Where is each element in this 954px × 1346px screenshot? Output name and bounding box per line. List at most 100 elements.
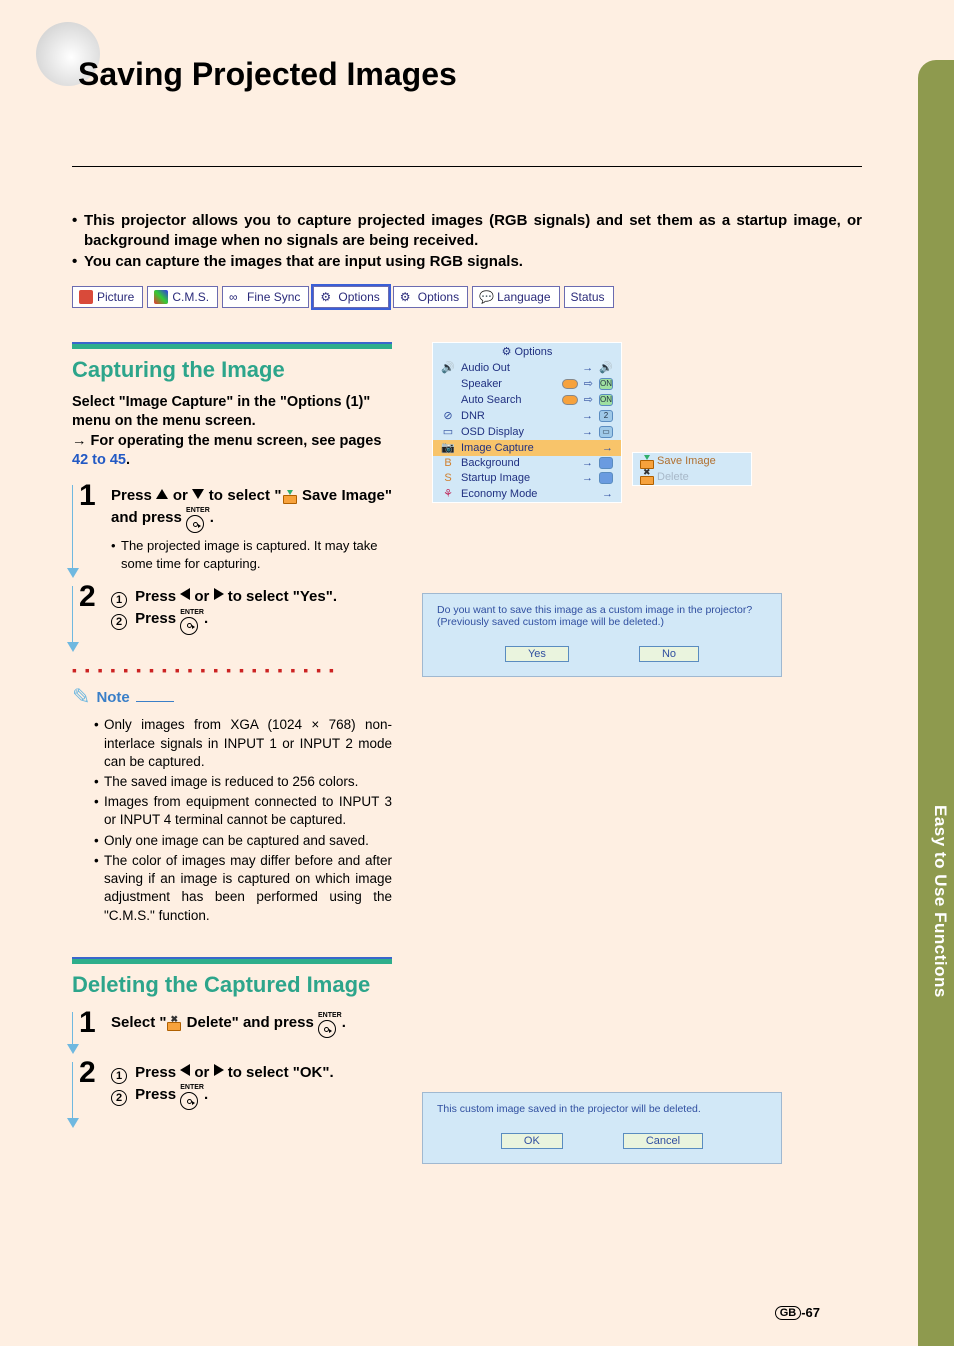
tab-options-1[interactable]: ⚙ Options <box>313 286 388 308</box>
t: to select "Yes". <box>224 588 337 605</box>
page-ref-link[interactable]: 42 to 45 <box>72 452 126 468</box>
opt-label: Startup Image <box>461 472 576 484</box>
t: or <box>168 487 192 504</box>
title-area: Saving Projected Images <box>72 40 830 110</box>
step-subtext: The projected image is captured. It may … <box>111 537 392 572</box>
opt-row-startup[interactable]: S Startup Image → <box>433 471 621 486</box>
t: to select " <box>204 487 281 504</box>
no-button[interactable]: No <box>639 646 699 662</box>
options-icon: ⚙ <box>320 290 334 304</box>
submenu-label: Delete <box>657 471 689 483</box>
save-confirm-dialog: Do you want to save this image as a cust… <box>422 593 782 677</box>
arrow-icon: → <box>582 472 593 484</box>
section-bar <box>72 957 392 964</box>
opt-label: Audio Out <box>461 362 576 374</box>
startup-icon: S <box>441 472 455 484</box>
lead-text: → For operating the menu screen, see pag… <box>72 433 381 449</box>
tab-label: Fine Sync <box>247 290 300 304</box>
bg-icon: B <box>441 457 455 469</box>
note-item: The color of images may differ before an… <box>94 852 392 925</box>
tab-status[interactable]: Status <box>564 286 614 308</box>
delete-step-1: 1 Select " Delete" and press ENTER. <box>72 1012 392 1048</box>
delete-step-2: 2 1 Press or to select "OK". 2 Press ENT… <box>72 1062 392 1122</box>
title-rule <box>72 166 862 167</box>
tab-label: Picture <box>97 290 134 304</box>
delete-confirm-dialog: This custom image saved in the projector… <box>422 1092 782 1164</box>
note-icon: ✎ <box>72 684 90 710</box>
opt-label: Image Capture <box>461 442 596 454</box>
submenu-delete[interactable]: Delete <box>633 469 751 485</box>
opt-label: Economy Mode <box>461 488 596 500</box>
arrow-icon: ⇨ <box>584 377 593 390</box>
arrow-icon: → <box>582 457 593 469</box>
page-number: GB-67 <box>775 1305 820 1320</box>
up-arrow-icon <box>156 489 168 499</box>
step-number: 1 <box>79 1006 96 1040</box>
page-index: -67 <box>801 1305 820 1320</box>
opt-label: Speaker <box>461 378 556 390</box>
step-number: 2 <box>79 580 96 614</box>
tab-language[interactable]: 💬Language <box>472 286 559 308</box>
t: Press <box>135 1086 180 1103</box>
right-column: ⚙ Options 🔊Audio Out→🔊 Speaker⇨ON Auto S… <box>422 342 792 1122</box>
dialog-text: Do you want to save this image as a cust… <box>437 604 767 616</box>
arrow-icon: → <box>602 442 613 454</box>
enter-button-icon: ENTER <box>180 1085 204 1110</box>
down-arrow-icon <box>192 489 204 499</box>
save-image-icon <box>640 455 652 467</box>
left-column: Capturing the Image Select "Image Captur… <box>72 342 392 1122</box>
enter-button-icon: ENTER <box>186 508 210 533</box>
t: Delete" and press <box>182 1014 318 1031</box>
step-1: 1 Press or to select " Save Image" and p… <box>72 485 392 572</box>
substep-1-icon: 1 <box>111 592 127 608</box>
opt-label: OSD Display <box>461 426 576 438</box>
lead-text: Select "Image Capture" in the "Options (… <box>72 394 370 430</box>
page-region: GB <box>775 1306 802 1320</box>
page: Saving Projected Images This projector a… <box>0 0 880 1346</box>
tab-label: Options <box>338 290 379 304</box>
opt-row-autosearch[interactable]: Auto Search⇨ON <box>433 392 621 408</box>
opt-row-image-capture[interactable]: 📷 Image Capture → <box>433 440 621 456</box>
cancel-button[interactable]: Cancel <box>623 1133 703 1149</box>
dash-separator: ▪ ▪ ▪ ▪ ▪ ▪ ▪ ▪ ▪ ▪ ▪ ▪ ▪ ▪ ▪ ▪ ▪ ▪ ▪ ▪ … <box>72 662 392 678</box>
opt-row-speaker[interactable]: Speaker⇨ON <box>433 376 621 392</box>
note-item: Only one image can be captured and saved… <box>94 832 392 850</box>
image-capture-submenu: Save Image Delete <box>632 452 752 486</box>
tab-options-2[interactable]: ⚙ Options <box>393 286 468 308</box>
tab-finesync[interactable]: ∞Fine Sync <box>222 286 309 308</box>
ok-button[interactable]: OK <box>501 1133 563 1149</box>
opt-row-background[interactable]: BBackground→ <box>433 456 621 471</box>
dnr-icon: ⊘ <box>441 409 455 422</box>
delete-image-icon <box>640 471 652 483</box>
picture-icon <box>79 290 93 304</box>
page-title: Saving Projected Images <box>78 56 457 93</box>
submenu-save[interactable]: Save Image <box>633 453 751 469</box>
opt-row-audio[interactable]: 🔊Audio Out→🔊 <box>433 360 621 376</box>
tab-label: Language <box>497 290 550 304</box>
substep-2-icon: 2 <box>111 1090 127 1106</box>
options-icon: ⚙ <box>400 290 414 304</box>
opt-row-dnr[interactable]: ⊘DNR→2 <box>433 408 621 424</box>
tab-label: Options <box>418 290 459 304</box>
economy-icon: ⚘ <box>441 487 455 500</box>
tab-picture[interactable]: Picture <box>72 286 143 308</box>
note-label: Note <box>96 689 129 706</box>
delete-image-icon <box>167 1017 181 1029</box>
opt-row-osd[interactable]: ▭OSD Display→▭ <box>433 424 621 440</box>
section-heading-delete: Deleting the Captured Image <box>72 972 392 998</box>
section-bar <box>72 342 392 349</box>
opt-row-economy[interactable]: ⚘Economy Mode→ <box>433 486 621 502</box>
dnr-badge: 2 <box>599 410 613 422</box>
osd-badge: ▭ <box>599 426 613 438</box>
right-arrow-icon <box>214 1064 224 1076</box>
bg-badge <box>599 457 613 469</box>
yes-button[interactable]: Yes <box>505 646 569 662</box>
t: or <box>190 588 213 605</box>
osd-icon: ▭ <box>441 425 455 438</box>
step-text: Select " Delete" and press ENTER. <box>111 1012 392 1039</box>
capture-icon: 📷 <box>441 441 455 454</box>
side-tab: Easy to Use Functions <box>918 60 954 1346</box>
step-number: 2 <box>79 1056 96 1090</box>
note-item: Images from equipment connected to INPUT… <box>94 793 392 829</box>
tab-cms[interactable]: C.M.S. <box>147 286 218 308</box>
